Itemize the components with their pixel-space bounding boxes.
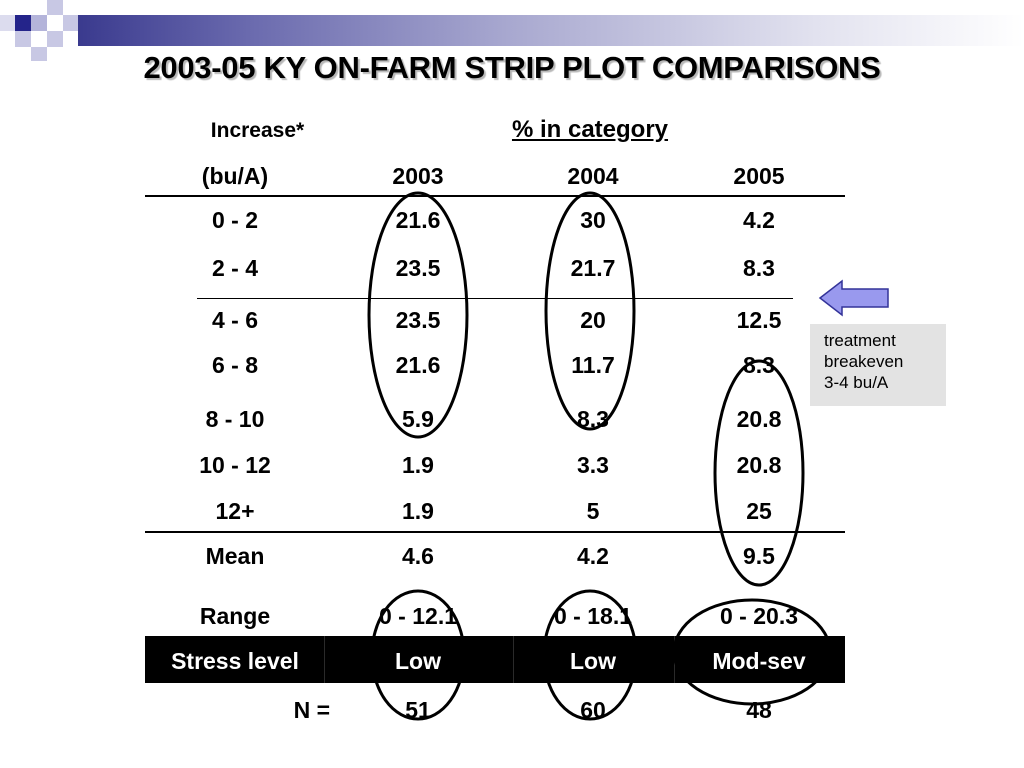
stress-value-2004: Low: [570, 648, 616, 674]
header-gradient-band: [78, 15, 1024, 46]
row-value-2005: 8.3: [743, 255, 775, 281]
stress-divider: [513, 636, 514, 683]
row-range-label: 2 - 4: [211, 255, 259, 281]
row-range-label: 0 - 2: [211, 207, 259, 233]
corner-square-1: [15, 15, 31, 31]
mean-value-2005: 9.5: [743, 543, 775, 569]
stress-value-2003: Low: [395, 648, 441, 674]
stress-divider: [674, 636, 675, 683]
row-range-label: 6 - 8: [211, 352, 259, 378]
row-value-2004: 21.7: [570, 255, 616, 281]
range-value-2004: 0 - 18.1: [554, 603, 632, 629]
row-value-2003: 21.6: [395, 352, 441, 378]
n-value-2004: 60: [580, 697, 606, 723]
range-value-2003: 0 - 12.1: [379, 603, 457, 629]
range-value-2005: 0 - 20.3: [720, 603, 798, 629]
row-value-2004: 3.3: [577, 452, 609, 478]
mean-rule: [145, 531, 845, 533]
row-value-2004: 30: [580, 207, 606, 233]
row-value-2004: 8.3: [577, 406, 609, 432]
stress-label: Stress level: [171, 648, 299, 674]
n-label: N =: [293, 697, 330, 723]
row-value-2003: 5.9: [402, 406, 434, 432]
percent-category-label: % in category: [511, 116, 669, 143]
note-line: 3-4 bu/A: [824, 373, 889, 392]
breakeven-note: treatment breakeven 3-4 bu/A: [810, 324, 946, 406]
year-2003-header: 2003: [392, 163, 444, 189]
row-value-2003: 21.6: [395, 207, 441, 233]
row-value-2003: 23.5: [395, 255, 441, 281]
row-value-2005: 12.5: [736, 307, 782, 333]
n-value-2005: 48: [746, 697, 772, 723]
breakeven-rule: [197, 298, 793, 299]
range-label: Range: [199, 603, 271, 629]
slide-title: 2003-05 KY ON-FARM STRIP PLOT COMPARISON…: [143, 50, 881, 85]
year-2004-header: 2004: [567, 163, 619, 189]
n-value-2003: 51: [405, 697, 431, 723]
row-value-2005: 25: [746, 498, 772, 524]
mean-value-2003: 4.6: [402, 543, 434, 569]
row-range-label: 4 - 6: [211, 307, 259, 333]
row-value-2003: 23.5: [395, 307, 441, 333]
corner-square-4: [15, 31, 31, 47]
note-line: breakeven: [824, 352, 904, 371]
header-rule: [145, 195, 845, 197]
row-value-2005: 8.3: [743, 352, 775, 378]
row-value-2005: 4.2: [743, 207, 775, 233]
mean-value-2004: 4.2: [577, 543, 609, 569]
year-2005-header: 2005: [733, 163, 785, 189]
row-value-2005: 20.8: [736, 406, 782, 432]
row-value-2005: 20.8: [736, 452, 782, 478]
row-value-2004: 11.7: [571, 352, 615, 378]
corner-square-8: [0, 15, 15, 31]
stress-value-2005: Mod-sev: [712, 648, 806, 674]
row-range-label: 8 - 10: [205, 406, 265, 432]
row-value-2003: 1.9: [402, 498, 434, 524]
mean-label: Mean: [205, 543, 265, 569]
row-range-label: 10 - 12: [199, 452, 271, 478]
stress-divider: [324, 636, 325, 683]
row-value-2003: 1.9: [402, 452, 434, 478]
corner-square-5: [47, 31, 63, 47]
left-arrow-icon: [818, 279, 889, 317]
corner-square-3: [47, 0, 63, 15]
unit-label: (bu/A): [201, 163, 269, 189]
row-range-label: 12+: [215, 498, 255, 524]
increase-label: Increase*: [210, 119, 305, 142]
corner-square-6: [63, 15, 78, 31]
corner-square-7: [31, 47, 47, 61]
row-value-2004: 5: [586, 498, 600, 524]
row-value-2004: 20: [580, 307, 606, 333]
note-line: treatment: [824, 331, 896, 350]
corner-square-2: [31, 15, 47, 31]
